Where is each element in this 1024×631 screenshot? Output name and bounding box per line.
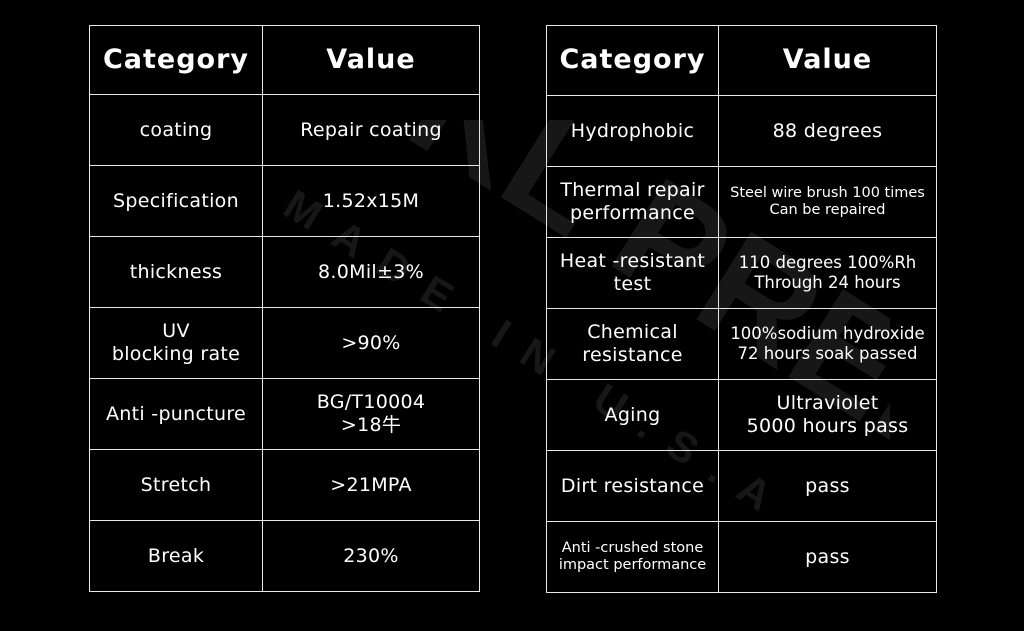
table-row: thickness 8.0Mil±3% bbox=[89, 236, 480, 308]
category-cell: Anti -puncture bbox=[89, 378, 263, 450]
category-cell: Chemical resistance bbox=[546, 308, 719, 380]
category-cell: thickness bbox=[89, 236, 263, 308]
header-category: Category bbox=[546, 25, 719, 96]
value-cell: >90% bbox=[262, 307, 480, 379]
table-row: Hydrophobic 88 degrees bbox=[546, 95, 937, 167]
value-cell: Steel wire brush 100 times Can be repair… bbox=[718, 166, 937, 238]
category-cell: Heat -resistant test bbox=[546, 237, 719, 309]
value-cell: 8.0Mil±3% bbox=[262, 236, 480, 308]
category-cell: Stretch bbox=[89, 449, 263, 521]
value-cell: pass bbox=[718, 450, 937, 522]
header-row: Category Value bbox=[89, 25, 480, 95]
value-cell: Ultraviolet 5000 hours pass bbox=[718, 379, 937, 451]
table-row: Stretch >21MPA bbox=[89, 449, 480, 521]
category-cell: UV blocking rate bbox=[89, 307, 263, 379]
table-row: Break 230% bbox=[89, 520, 480, 592]
spec-table-left: Category Value coating Repair coating Sp… bbox=[89, 25, 480, 592]
value-cell: 1.52x15M bbox=[262, 165, 480, 237]
header-row: Category Value bbox=[546, 25, 937, 96]
value-cell: pass bbox=[718, 521, 937, 593]
category-cell: Dirt resistance bbox=[546, 450, 719, 522]
spec-table-right: Category Value Hydrophobic 88 degrees Th… bbox=[546, 25, 937, 593]
table-row: Aging Ultraviolet 5000 hours pass bbox=[546, 379, 937, 451]
header-category: Category bbox=[89, 25, 263, 95]
header-value: Value bbox=[262, 25, 480, 95]
table-row: Thermal repair performance Steel wire br… bbox=[546, 166, 937, 238]
category-cell: Anti -crushed stone impact performance bbox=[546, 521, 719, 593]
value-cell: Repair coating bbox=[262, 94, 480, 166]
table-row: Specification 1.52x15M bbox=[89, 165, 480, 237]
value-cell: 110 degrees 100%Rh Through 24 hours bbox=[718, 237, 937, 309]
category-cell: Thermal repair performance bbox=[546, 166, 719, 238]
table-row: Anti -crushed stone impact performance p… bbox=[546, 521, 937, 593]
category-cell: Aging bbox=[546, 379, 719, 451]
category-cell: coating bbox=[89, 94, 263, 166]
table-row: Chemical resistance 100%sodium hydroxide… bbox=[546, 308, 937, 380]
table-row: coating Repair coating bbox=[89, 94, 480, 166]
category-cell: Hydrophobic bbox=[546, 95, 719, 167]
table-row: Anti -puncture BG/T10004 >18牛 bbox=[89, 378, 480, 450]
value-cell: 88 degrees bbox=[718, 95, 937, 167]
table-row: UV blocking rate >90% bbox=[89, 307, 480, 379]
table-row: Dirt resistance pass bbox=[546, 450, 937, 522]
value-cell: >21MPA bbox=[262, 449, 480, 521]
table-row: Heat -resistant test 110 degrees 100%Rh … bbox=[546, 237, 937, 309]
value-cell: 100%sodium hydroxide 72 hours soak passe… bbox=[718, 308, 937, 380]
category-cell: Specification bbox=[89, 165, 263, 237]
value-cell: 230% bbox=[262, 520, 480, 592]
category-cell: Break bbox=[89, 520, 263, 592]
value-cell: BG/T10004 >18牛 bbox=[262, 378, 480, 450]
header-value: Value bbox=[718, 25, 937, 96]
